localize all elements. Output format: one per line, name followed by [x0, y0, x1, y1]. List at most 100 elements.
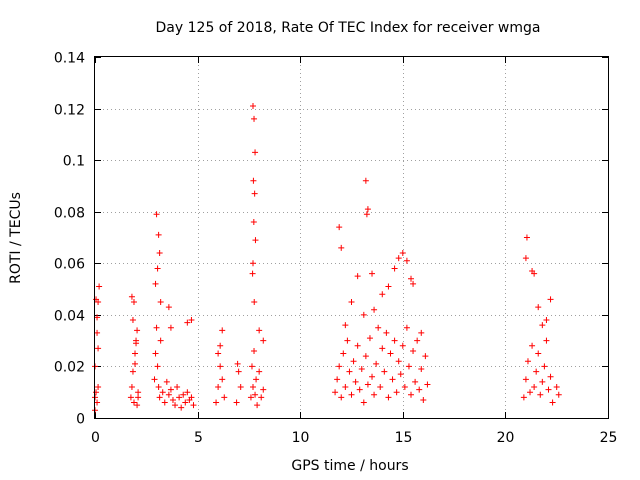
data-point [360, 399, 367, 406]
data-point [213, 399, 220, 406]
data-point [172, 402, 179, 409]
data-point [128, 293, 135, 300]
data-point [169, 396, 176, 403]
y-tick-label: 0.14 [54, 51, 85, 67]
data-point [354, 342, 361, 349]
x-axis-label: GPS time / hours [291, 458, 408, 474]
y-axis-label: ROTI / TECUs [8, 192, 24, 284]
data-point [348, 391, 355, 398]
data-point [130, 298, 137, 305]
data-point [387, 350, 394, 357]
data-point [336, 363, 343, 370]
data-point [156, 394, 163, 401]
data-point [256, 327, 263, 334]
data-point [154, 363, 161, 370]
data-point [133, 340, 140, 347]
data-point [371, 306, 378, 313]
data-point [217, 363, 224, 370]
data-point [397, 371, 404, 378]
data-point [379, 291, 386, 298]
data-point [252, 149, 259, 156]
data-point [401, 384, 408, 391]
data-point [336, 224, 343, 231]
data-point [94, 329, 101, 336]
data-point [403, 257, 410, 264]
data-point [364, 206, 371, 213]
data-point [543, 317, 550, 324]
data-point [95, 345, 102, 352]
data-point [182, 399, 189, 406]
data-point [248, 363, 255, 370]
data-point [356, 386, 363, 393]
data-point [154, 265, 161, 272]
data-point [369, 270, 376, 277]
data-point [129, 368, 136, 375]
data-point [342, 384, 349, 391]
data-point [251, 298, 258, 305]
data-point [135, 389, 142, 396]
data-point [94, 399, 101, 406]
data-point [180, 391, 187, 398]
data-point [219, 376, 226, 383]
x-tick-label: 15 [395, 430, 413, 446]
data-point [134, 402, 141, 409]
data-point [385, 394, 392, 401]
data-point [167, 324, 174, 331]
data-point [535, 304, 542, 311]
data-point [408, 391, 415, 398]
data-point [151, 376, 158, 383]
data-point [253, 376, 260, 383]
data-point [251, 190, 258, 197]
data-point [132, 350, 139, 357]
data-point [523, 234, 530, 241]
x-tick-label: 25 [600, 430, 618, 446]
data-point [342, 322, 349, 329]
data-point [520, 394, 527, 401]
data-point [334, 376, 341, 383]
data-point [340, 350, 347, 357]
data-point [360, 311, 367, 318]
data-point [217, 342, 224, 349]
data-point [395, 255, 402, 262]
data-point [555, 391, 562, 398]
y-tick-label: 0.12 [54, 103, 85, 119]
data-point [422, 353, 429, 360]
data-point [553, 384, 560, 391]
data-point [127, 394, 134, 401]
data-point [408, 275, 415, 282]
data-point [363, 211, 370, 218]
data-point [522, 376, 529, 383]
data-point [391, 265, 398, 272]
data-point [260, 386, 267, 393]
data-point [159, 389, 166, 396]
y-tick-label: 0.04 [54, 309, 85, 325]
data-point [531, 270, 538, 277]
data-point [167, 386, 174, 393]
data-point [252, 391, 259, 398]
data-point [399, 249, 406, 256]
data-point [377, 384, 384, 391]
data-point [178, 404, 185, 411]
data-point [251, 115, 258, 122]
data-point [129, 317, 136, 324]
data-point [416, 386, 423, 393]
data-point [252, 237, 259, 244]
grid-lines [95, 57, 608, 418]
data-point [362, 353, 369, 360]
data-point [531, 384, 538, 391]
data-point [366, 335, 373, 342]
data-point [539, 378, 546, 385]
data-point [161, 399, 168, 406]
data-point [541, 363, 548, 370]
data-point [95, 384, 102, 391]
data-point [251, 347, 258, 354]
data-point [373, 360, 380, 367]
data-point [362, 177, 369, 184]
data-point [399, 342, 406, 349]
data-point [524, 358, 531, 365]
data-point [338, 244, 345, 251]
data-point [369, 373, 376, 380]
data-point [395, 358, 402, 365]
axis-ticks: 0 0.02 0.04 0.06 0.08 0.1 0.12 0.14 0 5 10 15 20 25 [54, 51, 618, 447]
data-point [537, 391, 544, 398]
